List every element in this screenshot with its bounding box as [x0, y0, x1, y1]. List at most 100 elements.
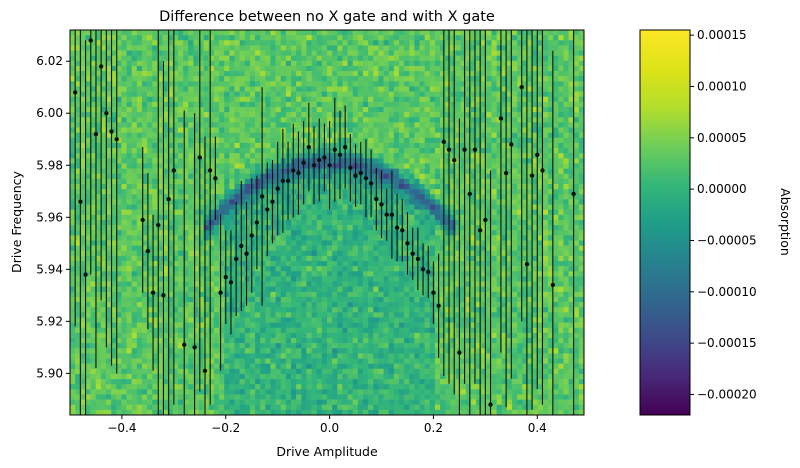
- heatmap-cell: [522, 112, 528, 118]
- heatmap-cell: [152, 168, 158, 175]
- heatmap-cell: [90, 255, 96, 262]
- heatmap-cell: [337, 107, 343, 113]
- heatmap-cell: [486, 60, 492, 67]
- heatmap-cell: [162, 281, 168, 287]
- heatmap-cell: [542, 50, 549, 56]
- heatmap-cell: [450, 189, 456, 195]
- heatmap-cell: [229, 255, 235, 262]
- heatmap-cell: [100, 271, 107, 277]
- heatmap-cell: [393, 91, 400, 98]
- heatmap-cell: [548, 271, 554, 277]
- heatmap-cell: [491, 107, 497, 113]
- heatmap-cell: [177, 266, 184, 272]
- heatmap-cell: [481, 148, 487, 154]
- heatmap-cell: [188, 91, 194, 98]
- heatmap-cell: [157, 148, 163, 154]
- heatmap-cell: [244, 235, 251, 241]
- heatmap-cell: [527, 148, 533, 154]
- heatmap-cell: [347, 204, 353, 210]
- heatmap-cell: [147, 91, 153, 98]
- heatmap-cell: [429, 266, 436, 272]
- heatmap-cell: [234, 148, 240, 154]
- heatmap-cell: [291, 225, 297, 231]
- heatmap-cell: [270, 60, 276, 67]
- heatmap-cell: [578, 266, 585, 272]
- heatmap-cell: [465, 65, 472, 72]
- heatmap-cell: [188, 76, 194, 82]
- heatmap-cell: [481, 30, 487, 36]
- heatmap-cell: [568, 40, 575, 46]
- heatmap-cell: [111, 261, 117, 267]
- heatmap-cell: [481, 86, 487, 92]
- heatmap-cell: [373, 281, 379, 287]
- heatmap-cell: [239, 142, 246, 149]
- heatmap-cell: [301, 86, 307, 92]
- heatmap-cell: [213, 101, 220, 108]
- heatmap-cell: [419, 30, 425, 36]
- heatmap-cell: [177, 122, 184, 128]
- heatmap-cell: [578, 178, 585, 185]
- heatmap-cell: [501, 214, 508, 221]
- heatmap-cell: [219, 45, 225, 51]
- heatmap-cell: [548, 158, 554, 164]
- heatmap-cell: [440, 184, 446, 190]
- heatmap-cell: [542, 276, 549, 282]
- heatmap-cell: [121, 199, 127, 205]
- heatmap-cell: [311, 245, 318, 252]
- heatmap-cell: [542, 96, 549, 103]
- heatmap-cell: [445, 230, 451, 236]
- heatmap-cell: [398, 112, 405, 118]
- heatmap-cell: [424, 225, 431, 231]
- heatmap-cell: [167, 209, 174, 216]
- heatmap-cell: [121, 137, 127, 144]
- heatmap-cell: [327, 245, 333, 252]
- heatmap-cell: [285, 235, 292, 241]
- heatmap-cell: [234, 40, 240, 46]
- heatmap-cell: [424, 40, 431, 46]
- heatmap-cell: [116, 199, 122, 205]
- heatmap-cell: [404, 209, 410, 216]
- heatmap-cell: [255, 271, 261, 277]
- heatmap-cell: [414, 235, 420, 241]
- heatmap-cell: [537, 40, 544, 46]
- heatmap-cell: [131, 101, 138, 108]
- heatmap-cell: [203, 153, 210, 159]
- heatmap-cell: [404, 271, 410, 277]
- heatmap-cell: [512, 81, 518, 87]
- heatmap-cell: [208, 71, 215, 77]
- heatmap-cell: [311, 250, 318, 257]
- heatmap-cell: [136, 91, 143, 98]
- heatmap-cell: [414, 204, 420, 210]
- heatmap-cell: [152, 101, 158, 108]
- heatmap-cell: [75, 168, 81, 175]
- heatmap-cell: [332, 250, 338, 257]
- heatmap-cell: [373, 112, 379, 118]
- heatmap-cell: [75, 30, 81, 36]
- heatmap-cell: [347, 240, 353, 246]
- heatmap-cell: [136, 163, 143, 169]
- heatmap-cell: [121, 163, 127, 169]
- heatmap-cell: [368, 81, 374, 87]
- heatmap-cell: [398, 255, 405, 262]
- heatmap-cell: [270, 245, 276, 252]
- heatmap-cell: [141, 178, 148, 185]
- heatmap-cell: [136, 230, 143, 236]
- heatmap-cell: [440, 261, 446, 267]
- heatmap-cell: [208, 163, 215, 169]
- heatmap-cell: [496, 45, 503, 51]
- heatmap-cell: [368, 35, 374, 41]
- heatmap-cell: [553, 101, 559, 108]
- heatmap-cell: [352, 250, 359, 257]
- heatmap-cell: [373, 271, 379, 277]
- heatmap-cell: [357, 122, 364, 128]
- heatmap-cell: [260, 230, 266, 236]
- heatmap-cell: [141, 122, 148, 128]
- heatmap-cell: [429, 112, 436, 118]
- heatmap-cell: [229, 45, 235, 51]
- heatmap-cell: [465, 142, 472, 149]
- heatmap-cell: [131, 173, 138, 180]
- heatmap-cell: [506, 45, 513, 51]
- heatmap-cell: [239, 168, 246, 175]
- heatmap-cell: [424, 127, 431, 133]
- heatmap-cell: [270, 240, 276, 246]
